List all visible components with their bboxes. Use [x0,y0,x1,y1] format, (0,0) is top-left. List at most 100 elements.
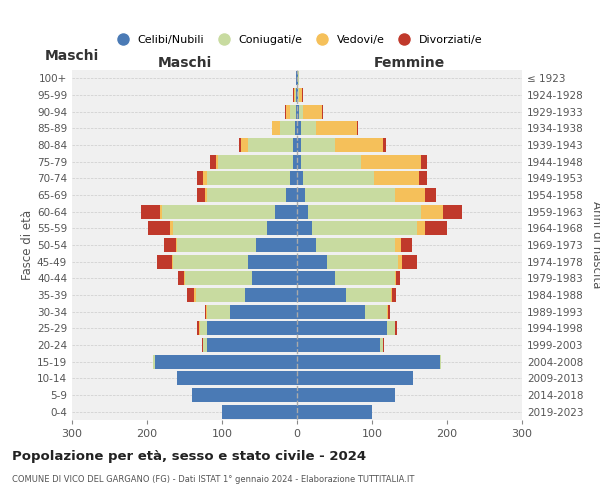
Bar [203,338,297,352]
Bar [203,172,297,185]
Bar [297,138,386,152]
Bar [153,354,297,369]
Bar [275,204,297,219]
Bar [297,354,441,369]
Bar [297,238,412,252]
Bar [296,72,297,86]
Bar [160,204,297,219]
Bar [297,204,462,219]
Text: Femmine: Femmine [374,56,445,70]
Bar [148,221,297,236]
Bar [297,154,361,169]
Bar [297,271,400,285]
Bar [297,104,299,118]
Bar [285,104,297,118]
Bar [297,388,395,402]
Bar [297,221,447,236]
Bar [296,72,297,86]
Text: Popolazione per età, sesso e stato civile - 2024: Popolazione per età, sesso e stato civil… [12,450,366,463]
Bar [297,254,417,269]
Bar [207,304,297,319]
Bar [294,88,297,102]
Bar [297,138,301,152]
Bar [297,221,417,236]
Bar [297,138,335,152]
Bar [248,254,297,269]
Bar [222,404,297,418]
Bar [297,122,316,136]
Bar [297,104,323,118]
Bar [297,172,374,185]
Bar [170,221,297,236]
Bar [296,104,297,118]
Bar [297,221,425,236]
Bar [293,88,297,102]
Bar [297,188,436,202]
Bar [252,271,297,285]
Bar [297,354,439,369]
Bar [297,204,308,219]
Bar [297,404,372,418]
Bar [297,204,443,219]
Bar [297,104,322,118]
Bar [297,72,299,86]
Bar [297,104,303,118]
Bar [297,238,316,252]
Bar [207,172,297,185]
Bar [297,88,303,102]
Bar [207,322,297,336]
Bar [272,122,297,136]
Bar [297,304,365,319]
Bar [297,404,372,418]
Bar [267,221,297,236]
Bar [297,254,398,269]
Bar [222,404,297,418]
Bar [199,322,297,336]
Bar [297,338,383,352]
Bar [297,221,312,236]
Bar [229,304,297,319]
Text: Maschi: Maschi [157,56,212,70]
Bar [297,204,421,219]
Bar [297,304,388,319]
Bar [192,388,297,402]
Bar [297,288,391,302]
Bar [297,172,419,185]
Bar [177,371,297,386]
Bar [297,304,387,319]
Bar [241,138,297,152]
Bar [297,322,387,336]
Bar [297,88,298,102]
Bar [293,154,297,169]
Bar [297,188,395,202]
Bar [297,322,395,336]
Bar [290,104,297,118]
Bar [297,88,299,102]
Bar [205,188,297,202]
Bar [293,138,297,152]
Bar [297,172,427,185]
Bar [295,122,297,136]
Bar [192,388,297,402]
Bar [210,154,297,169]
Bar [297,254,327,269]
Bar [297,388,395,402]
Bar [297,371,413,386]
Bar [297,138,383,152]
Bar [194,288,297,302]
Bar [177,371,297,386]
Bar [177,371,297,386]
Bar [297,122,358,136]
Bar [173,221,297,236]
Bar [297,354,441,369]
Bar [297,322,395,336]
Text: COMUNE DI VICO DEL GARGANO (FG) - Dati ISTAT 1° gennaio 2024 - Elaborazione TUTT: COMUNE DI VICO DEL GARGANO (FG) - Dati I… [12,475,415,484]
Bar [206,304,297,319]
Bar [202,338,297,352]
Bar [297,371,413,386]
Bar [297,304,390,319]
Bar [297,72,298,86]
Bar [297,404,372,418]
Bar [199,322,297,336]
Legend: Celibi/Nubili, Coniugati/e, Vedovi/e, Divorziati/e: Celibi/Nubili, Coniugati/e, Vedovi/e, Di… [107,30,487,49]
